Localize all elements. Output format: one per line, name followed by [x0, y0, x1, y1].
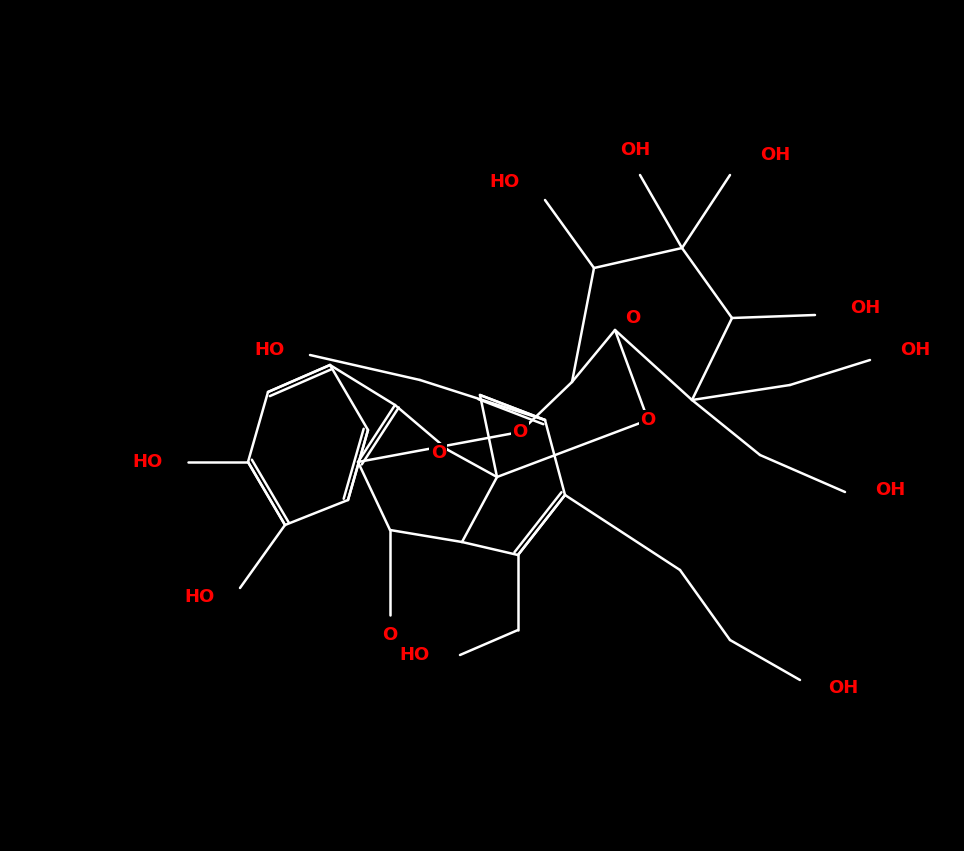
Text: HO: HO: [490, 173, 520, 191]
Text: O: O: [431, 444, 446, 462]
Text: OH: OH: [828, 679, 858, 697]
Text: O: O: [383, 626, 397, 644]
Text: OH: OH: [760, 146, 790, 164]
Text: O: O: [640, 411, 656, 429]
Text: HO: HO: [254, 341, 285, 359]
Text: OH: OH: [900, 341, 930, 359]
Text: HO: HO: [133, 453, 163, 471]
Text: OH: OH: [850, 299, 880, 317]
Text: OH: OH: [620, 141, 650, 159]
Text: O: O: [513, 423, 527, 441]
Text: O: O: [625, 309, 640, 327]
Text: HO: HO: [185, 588, 215, 606]
Text: HO: HO: [400, 646, 430, 664]
Text: OH: OH: [875, 481, 905, 499]
